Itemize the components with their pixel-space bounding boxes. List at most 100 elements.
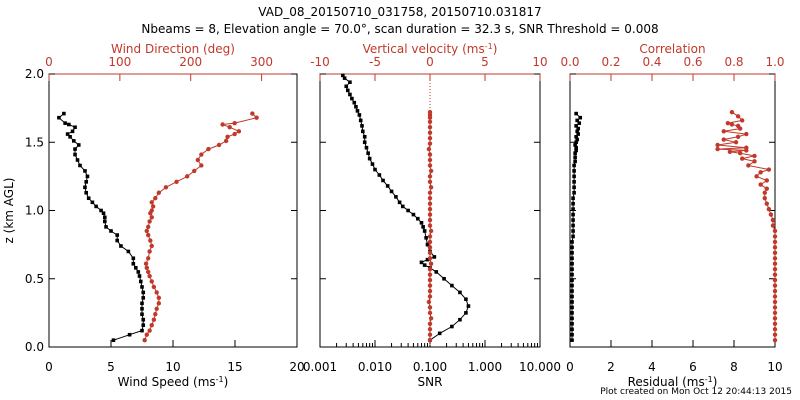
data-point	[142, 337, 147, 343]
data-point	[715, 146, 720, 152]
series-line-left-0	[58, 113, 144, 341]
data-point	[149, 322, 154, 328]
x-tick-label-bottom: 20	[289, 360, 304, 374]
x-tick-label-top: 0.0	[560, 55, 579, 69]
data-point	[427, 163, 433, 168]
data-point	[573, 155, 577, 160]
panel-right: 0 2 4 6 8 10 Residual (ms-1) 0.0 0.2 0.4 0.6 0.8 1.0…	[560, 42, 784, 389]
data-point	[149, 200, 154, 205]
data-point	[75, 158, 80, 162]
x-tick-label-bottom: 0.100	[413, 360, 447, 374]
x-tick-label-bottom: 10	[165, 360, 180, 374]
data-point	[427, 239, 433, 245]
data-point	[428, 168, 434, 174]
data-point	[163, 185, 169, 190]
data-point	[148, 238, 153, 243]
data-point	[373, 167, 377, 172]
footer-timestamp: Plot created on Mon Oct 12 20:44:13 2015	[600, 387, 792, 397]
data-point	[733, 140, 739, 145]
x-tick-label-top: 10	[532, 55, 547, 69]
data-point	[570, 272, 574, 277]
data-point	[772, 321, 778, 326]
data-point	[772, 256, 778, 261]
x-axis-label-top: Wind Direction (deg)	[111, 42, 235, 56]
data-point	[570, 283, 574, 288]
data-point	[411, 212, 416, 217]
data-point	[458, 290, 462, 295]
data-point	[762, 196, 767, 201]
data-point	[131, 256, 136, 261]
data-point	[73, 147, 77, 151]
data-point	[572, 180, 576, 184]
data-point	[126, 249, 131, 254]
data-point	[137, 274, 142, 278]
data-point	[236, 129, 242, 134]
data-point	[570, 261, 574, 266]
data-point	[740, 156, 745, 161]
x-tick-label-bottom: 5	[107, 360, 115, 374]
data-point	[576, 132, 580, 136]
data-point	[762, 190, 767, 195]
figure-subtitle: Nbeams = 8, Elevation angle = 70.0°, sca…	[141, 22, 658, 36]
data-point	[101, 211, 106, 216]
x-tick-label-bottom: 15	[227, 360, 242, 374]
data-point	[570, 251, 574, 255]
x-tick-label-bottom: 8	[730, 360, 738, 374]
data-point	[735, 114, 741, 119]
data-point	[427, 152, 433, 157]
data-point	[427, 196, 433, 201]
data-point	[141, 323, 146, 327]
data-point	[85, 174, 90, 179]
series-line-left-1	[144, 113, 258, 341]
data-point	[578, 115, 583, 120]
data-point	[109, 229, 113, 233]
data-point	[394, 195, 398, 199]
data-point	[94, 204, 98, 209]
data-point	[437, 331, 442, 336]
x-tick-label-top: 1.0	[765, 55, 784, 69]
data-point	[381, 178, 385, 183]
data-point	[772, 316, 778, 321]
data-point	[572, 185, 576, 190]
data-point	[764, 201, 769, 206]
data-point	[344, 84, 349, 89]
data-point	[772, 277, 778, 283]
data-point	[232, 120, 237, 126]
data-point	[758, 170, 763, 175]
data-point	[754, 174, 759, 179]
data-point	[385, 184, 390, 188]
data-point	[428, 185, 434, 190]
data-point	[772, 245, 778, 250]
data-point	[577, 121, 582, 125]
data-point	[735, 123, 741, 129]
data-point	[70, 129, 75, 134]
data-point	[737, 150, 743, 156]
data-point	[143, 261, 149, 266]
data-point	[571, 212, 575, 217]
data-point	[84, 180, 88, 184]
data-point	[570, 300, 574, 304]
data-point	[358, 118, 363, 123]
data-point	[99, 208, 103, 213]
x-axis-label-bottom: Residual (ms-1)	[628, 375, 718, 390]
data-point	[427, 310, 433, 316]
y-tick-label: 0.0	[25, 340, 44, 354]
data-point	[571, 223, 575, 228]
data-point	[424, 236, 428, 240]
data-point	[570, 332, 574, 337]
data-point	[575, 129, 579, 134]
data-point	[146, 224, 151, 230]
data-point	[427, 245, 433, 250]
data-point	[147, 273, 152, 279]
data-point	[428, 316, 434, 321]
data-point	[458, 317, 462, 322]
y-tick-label: 1.5	[25, 135, 44, 149]
data-point	[427, 174, 433, 179]
data-point	[90, 200, 95, 205]
y-tick-label: 0.5	[25, 272, 44, 286]
data-point	[442, 276, 446, 281]
data-point	[570, 321, 574, 326]
x-tick-label-top: -5	[369, 55, 381, 69]
data-point	[427, 277, 433, 283]
x-tick-label-bottom: 10.000	[519, 360, 561, 374]
